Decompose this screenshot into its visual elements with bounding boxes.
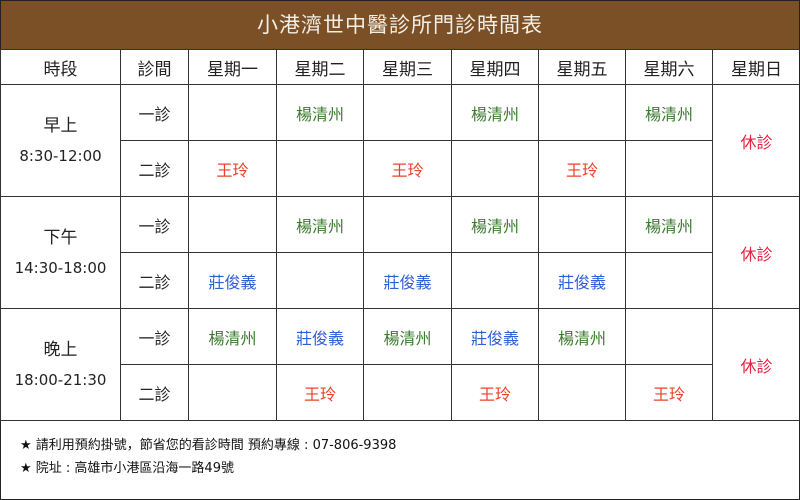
column-header: 星期四 — [451, 49, 539, 85]
doctor-cell: 莊俊義 — [538, 252, 626, 309]
doctor-cell — [538, 196, 626, 253]
sunday-closed-cell: 休診 — [712, 84, 800, 197]
session-cell: 下午 14:30-18:00 — [0, 196, 121, 309]
doctor-cell: 王玲 — [625, 364, 713, 421]
session-time: 14:30-18:00 — [14, 258, 107, 277]
doctor-cell — [276, 252, 364, 309]
session-time: 18:00-21:30 — [14, 370, 107, 389]
doctor-cell — [625, 252, 713, 309]
session-name: 下午 — [43, 227, 78, 248]
address-note: ★ 院址 : 高雄市小港區沿海一路49號 — [20, 461, 234, 476]
doctor-cell: 楊清州 — [451, 196, 539, 253]
schedule-row: 二診 莊俊義 莊俊義 莊俊義 — [1, 252, 800, 309]
session-cell: 早上 8:30-12:00 — [0, 84, 121, 197]
session-time: 8:30-12:00 — [19, 146, 102, 165]
doctor-cell — [451, 252, 539, 309]
doctor-cell: 王玲 — [451, 364, 539, 421]
doctor-cell — [363, 364, 452, 421]
doctor-cell: 楊清州 — [625, 196, 713, 253]
doctor-cell: 楊清州 — [625, 84, 713, 141]
doctor-cell: 莊俊義 — [188, 252, 277, 309]
doctor-cell: 王玲 — [538, 140, 626, 197]
doctor-cell: 王玲 — [276, 364, 364, 421]
doctor-cell — [363, 196, 452, 253]
session-name: 早上 — [43, 115, 78, 136]
footer-notes: ★ 請利用預約掛號，節省您的看診時間 預約專線 : 07-806-9398 ★ … — [20, 434, 396, 480]
doctor-cell — [276, 140, 364, 197]
doctor-cell: 莊俊義 — [363, 252, 452, 309]
schedule-row: 二診 王玲 王玲 王玲 — [1, 140, 800, 197]
room-cell: 一診 — [120, 308, 189, 365]
doctor-cell — [188, 196, 277, 253]
doctor-cell — [538, 84, 626, 141]
doctor-cell: 楊清州 — [188, 308, 277, 365]
room-cell: 二診 — [120, 140, 189, 197]
schedule-row: 二診 王玲 王玲 王玲 — [1, 364, 800, 421]
doctor-cell — [363, 84, 452, 141]
schedule-row: 下午 14:30-18:00 一診 楊清州 楊清州 楊清州 休診 — [0, 196, 800, 309]
doctor-cell — [451, 140, 539, 197]
room-cell: 一診 — [120, 196, 189, 253]
column-header: 星期五 — [538, 49, 626, 85]
doctor-cell — [538, 364, 626, 421]
appointment-note: ★ 請利用預約掛號，節省您的看診時間 預約專線 : 07-806-9398 — [20, 438, 397, 453]
room-cell: 二診 — [120, 252, 189, 309]
doctor-cell: 楊清州 — [276, 84, 364, 141]
schedule-row: 早上 8:30-12:00 一診 楊清州 楊清州 楊清州 休診 — [0, 84, 800, 197]
doctor-cell — [625, 308, 713, 365]
column-header: 星期一 — [188, 49, 277, 85]
schedule-table: 時段 診間 星期一 星期二 星期三 星期四 星期五 星期六 星期日 早上 8:30-12:00 一診… — [0, 49, 800, 421]
doctor-cell — [188, 364, 277, 421]
sunday-closed-cell: 休診 — [712, 196, 800, 309]
column-header: 星期六 — [625, 49, 713, 85]
sunday-closed-cell: 休診 — [712, 308, 800, 421]
doctor-cell: 王玲 — [363, 140, 452, 197]
doctor-cell: 楊清州 — [538, 308, 626, 365]
doctor-cell — [188, 84, 277, 141]
column-header: 時段 — [0, 49, 121, 85]
column-header: 星期三 — [363, 49, 452, 85]
doctor-cell: 楊清州 — [451, 84, 539, 141]
doctor-cell: 楊清州 — [363, 308, 452, 365]
page-title: 小港濟世中醫診所門診時間表 — [1, 1, 799, 49]
doctor-cell: 莊俊義 — [276, 308, 364, 365]
doctor-cell: 莊俊義 — [451, 308, 539, 365]
session-cell: 晚上 18:00-21:30 — [0, 308, 121, 421]
doctor-cell — [625, 140, 713, 197]
column-header: 診間 — [120, 49, 189, 85]
column-header: 星期二 — [276, 49, 364, 85]
room-cell: 一診 — [120, 84, 189, 141]
session-name: 晚上 — [43, 339, 78, 360]
doctor-cell: 楊清州 — [276, 196, 364, 253]
room-cell: 二診 — [120, 364, 189, 421]
schedule-row: 晚上 18:00-21:30 一診 楊清州 莊俊義 楊清州 莊俊義 楊清州 休診 — [0, 308, 800, 421]
column-header: 星期日 — [712, 49, 800, 85]
doctor-cell: 王玲 — [188, 140, 277, 197]
